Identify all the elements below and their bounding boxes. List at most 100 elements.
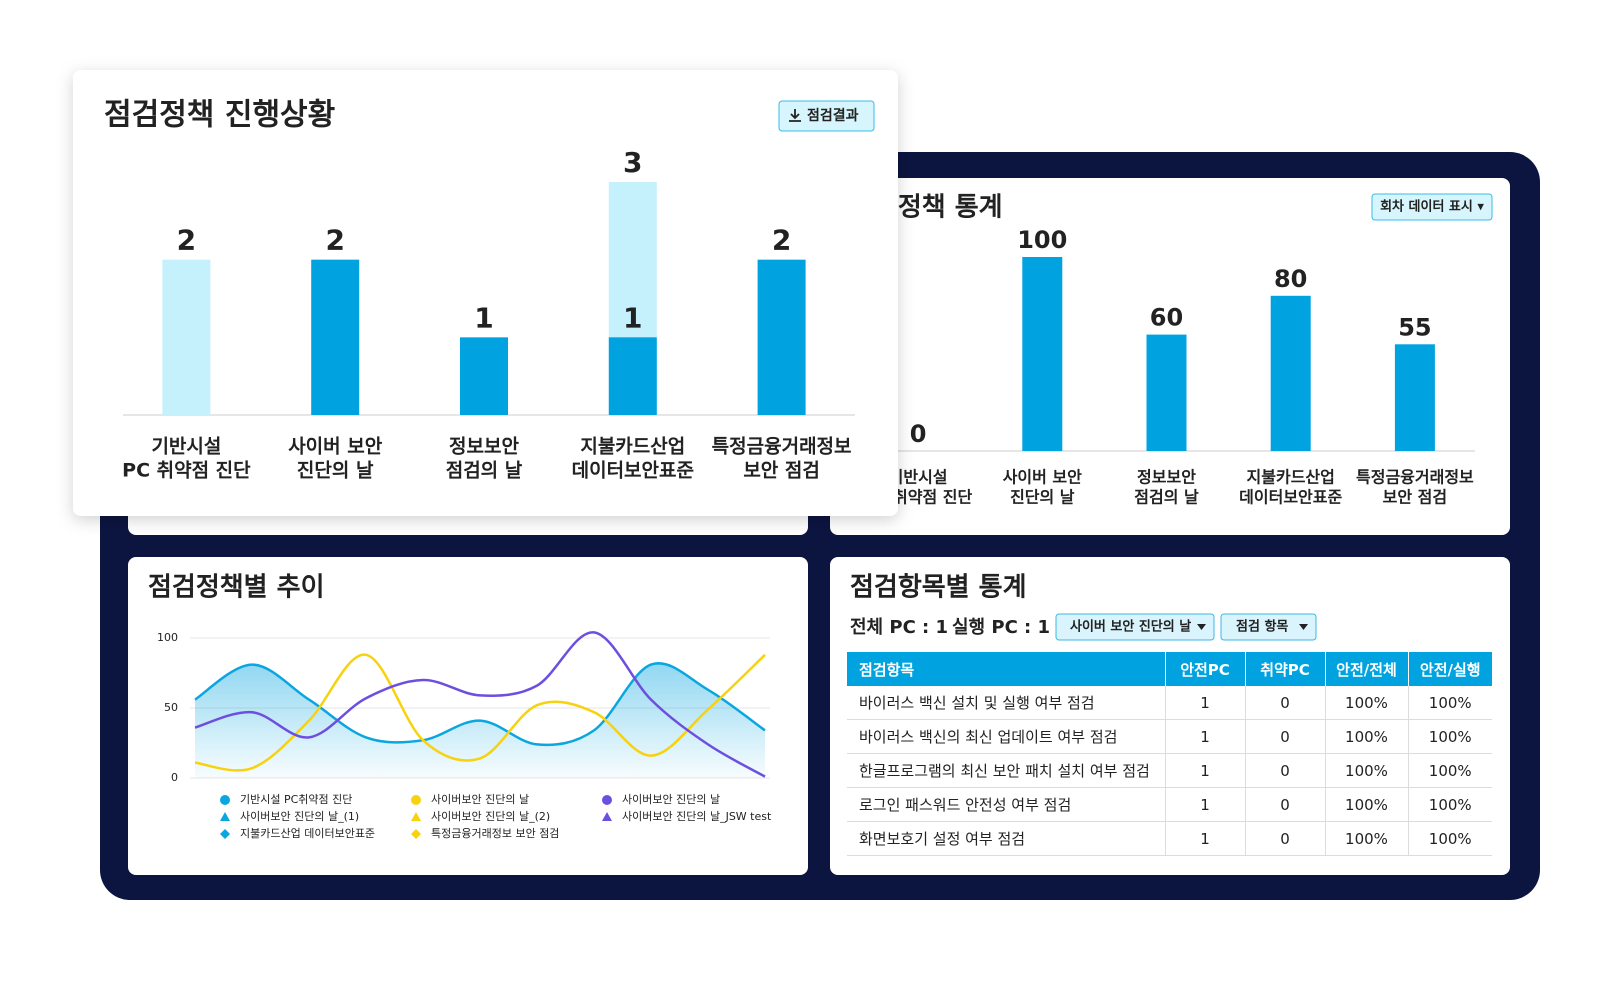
- legend-label: 사이버보안 진단의 날_(2): [431, 810, 550, 823]
- x-tick-label: 보안 점검: [743, 460, 820, 482]
- x-tick-label: 보안 점검: [1383, 488, 1447, 507]
- table-cell: 100%: [1325, 821, 1409, 856]
- download-button[interactable]: [778, 100, 875, 132]
- table-cell: 한글프로그램의 최신 보안 패치 설치 여부 점검: [847, 753, 1166, 788]
- toggle-button[interactable]: [1371, 193, 1493, 221]
- card: [128, 557, 808, 875]
- dropdown[interactable]: [1055, 613, 1215, 641]
- data-label: 2: [177, 224, 196, 257]
- table-cell: 바이러스 백신의 최신 업데이트 여부 점검: [847, 719, 1166, 754]
- x-tick-label: 진단의 날: [297, 460, 374, 482]
- table-cell: 0: [1245, 787, 1326, 822]
- legend-label: 특정금융거래정보 보안 점검: [431, 827, 559, 840]
- bar: [757, 259, 806, 415]
- dropdown[interactable]: [1220, 613, 1317, 641]
- data-label: 60: [1150, 304, 1183, 332]
- legend-marker: [411, 812, 421, 821]
- legend-marker: [220, 812, 230, 821]
- bar: [162, 259, 211, 415]
- legend-marker: [602, 795, 612, 805]
- table-row: 화면보호기 설정 여부 점검 1 0 100% 100%: [847, 821, 1492, 856]
- legend-label: 사이버보안 진단의 날_(1): [240, 810, 359, 823]
- table-header: 점검항목 안전PC 취약PC 안전/전체 안전/실행: [847, 652, 1492, 686]
- table-row: 로그인 패스워드 안전성 여부 점검 1 0 100% 100%: [847, 787, 1492, 822]
- dropdown-arrow: [1299, 624, 1308, 630]
- table-cell: 0: [1245, 719, 1326, 754]
- card-title: 점검항목별 통계: [850, 573, 1027, 603]
- column-header: 점검항목: [847, 652, 1166, 686]
- data-label: 1: [623, 301, 642, 334]
- series-line: [194, 662, 766, 747]
- legend-label: 지불카드산업 데이터보안표준: [240, 827, 375, 840]
- toggle-button-label[interactable]: 회차 데이터 표시 ▾: [1380, 199, 1484, 215]
- floating-card: [73, 70, 898, 516]
- table-cell: 0: [1245, 821, 1326, 856]
- table-body: 바이러스 백신 설치 및 실행 여부 점검 1 0 100% 100% 바이러스 백신의 …: [847, 686, 1492, 856]
- bar: [1270, 295, 1311, 451]
- column-header: 안전/실행: [1408, 652, 1492, 686]
- table-cell: 100%: [1325, 719, 1409, 754]
- x-tick-label: 정보보안: [1137, 468, 1196, 487]
- data-label: 2: [325, 224, 344, 257]
- table-cell: 100%: [1408, 719, 1492, 754]
- data-label: 2: [772, 224, 791, 257]
- table-cell: 100%: [1408, 686, 1492, 720]
- dropdown-label[interactable]: 점검 항목: [1236, 619, 1288, 635]
- table-cell: 바이러스 백신 설치 및 실행 여부 점검: [847, 686, 1166, 720]
- download-icon: [789, 109, 801, 122]
- table-cell: 1: [1165, 787, 1246, 822]
- bar: [608, 337, 657, 415]
- x-tick-label: 특정금융거래정보: [1356, 468, 1474, 487]
- legend-marker: [602, 812, 612, 821]
- data-label: 3: [623, 146, 642, 179]
- data-label: 55: [1398, 313, 1431, 341]
- table-cell: 화면보호기 설정 여부 점검: [847, 821, 1166, 856]
- table-cell: 100%: [1408, 787, 1492, 822]
- bar: [1394, 344, 1435, 451]
- item-stats: 점검항목별 통계 전체 PC : 1 실행 PC : 1 사이버 보안 진단의 …: [850, 573, 1317, 641]
- table-cell: 0: [1245, 753, 1326, 788]
- table-cell: 100%: [1325, 753, 1409, 788]
- download-button-label[interactable]: 점검결과: [807, 107, 859, 124]
- x-tick-label: 기반시설: [151, 436, 221, 458]
- item-table: 점검항목 안전PC 취약PC 안전/전체 안전/실행 바이러스 백신 설치 및 실행 여…: [847, 652, 1492, 856]
- legend-label: 사이버보안 진단의 날: [431, 793, 529, 806]
- legend-label: 사이버보안 진단의 날_JSW test: [622, 810, 772, 823]
- data-label: 1: [474, 301, 493, 334]
- table-cell: 100%: [1408, 753, 1492, 788]
- plot: [194, 631, 766, 778]
- table-cell: 1: [1165, 821, 1246, 856]
- table-cell: 1: [1165, 686, 1246, 720]
- series-line: [194, 631, 766, 778]
- y-tick-label: 50: [164, 701, 178, 714]
- column-header: 안전/전체: [1325, 652, 1409, 686]
- x-tick-label: 지불카드산업: [580, 436, 685, 458]
- x-tick-label: 데이터보안표준: [1239, 488, 1342, 507]
- table-cell: 1: [1165, 719, 1246, 754]
- x-tick-label: PC 취약점 진단: [122, 460, 251, 482]
- y-tick-label: 100: [157, 631, 178, 644]
- x-tick-label: 점검의 날: [446, 460, 523, 482]
- table-row: 바이러스 백신 설치 및 실행 여부 점검 1 0 100% 100%: [847, 686, 1492, 720]
- table-row: 한글프로그램의 최신 보안 패치 설치 여부 점검 1 0 100% 100%: [847, 753, 1492, 788]
- x-tick-label: 사이버 보안: [288, 436, 383, 458]
- column-header: 취약PC: [1245, 652, 1326, 686]
- table-cell: 로그인 패스워드 안전성 여부 점검: [847, 787, 1166, 822]
- table-cell: 0: [1245, 686, 1326, 720]
- dropdown-label[interactable]: 사이버 보안 진단의 날: [1070, 619, 1191, 635]
- card-title: 점검정책별 추이: [148, 573, 325, 603]
- x-tick-label: 지불카드산업: [1247, 468, 1335, 487]
- card-title: 점검정책 진행상황: [104, 98, 335, 133]
- legend-marker: [411, 795, 421, 805]
- bar: [1146, 334, 1187, 451]
- legend-marker: [411, 829, 421, 839]
- bar: [311, 259, 360, 415]
- table-cell: 1: [1165, 753, 1246, 788]
- series-line: [194, 653, 766, 772]
- total-pc: 전체 PC : 1: [850, 617, 948, 638]
- bar: [1022, 257, 1063, 451]
